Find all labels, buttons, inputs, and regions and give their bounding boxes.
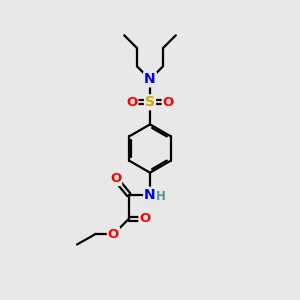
Text: O: O [140,212,151,225]
Text: H: H [156,190,166,203]
Text: N: N [144,188,156,202]
Text: O: O [163,96,174,109]
Text: O: O [108,228,119,241]
Text: O: O [110,172,121,185]
Text: N: N [144,72,156,86]
Text: O: O [126,96,137,109]
Text: S: S [145,95,155,109]
